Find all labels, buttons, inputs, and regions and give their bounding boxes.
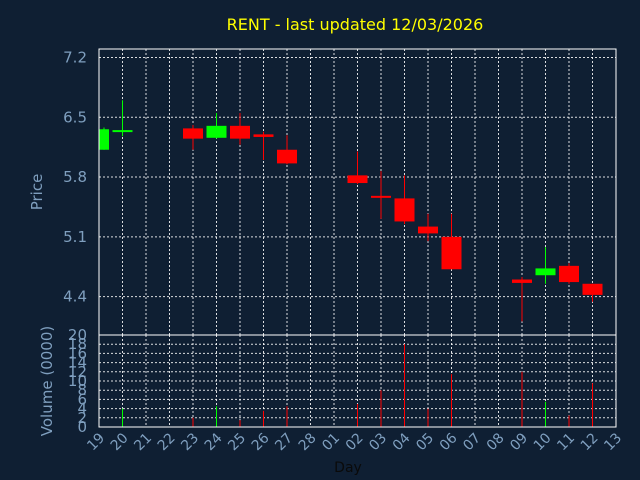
x-tick-label: 24 bbox=[202, 430, 226, 454]
x-tick-label: 05 bbox=[413, 430, 437, 454]
x-tick-label: 28 bbox=[296, 430, 320, 454]
x-tick-label: 12 bbox=[578, 430, 602, 454]
volume-tick-label: 2 bbox=[77, 409, 87, 427]
x-tick-label: 09 bbox=[507, 430, 531, 454]
x-tick-label: 06 bbox=[437, 430, 461, 454]
candle-body bbox=[371, 195, 391, 198]
volume-panel-frame bbox=[98, 334, 617, 428]
candle-body bbox=[112, 130, 133, 133]
volume-tick-label: 6 bbox=[77, 390, 87, 408]
volume-tick-label: 0 bbox=[77, 418, 87, 436]
volume-tick-label: 16 bbox=[68, 344, 87, 362]
volume-tick-label: 10 bbox=[68, 372, 87, 390]
price-panel-frame bbox=[98, 48, 617, 336]
candle-body bbox=[418, 226, 438, 234]
x-axis-label: Day bbox=[334, 460, 362, 476]
x-tick-label: 10 bbox=[531, 430, 555, 454]
volume-tick-label: 20 bbox=[68, 326, 87, 344]
x-tick-label: 23 bbox=[178, 430, 202, 454]
price-tick-label: 4.4 bbox=[63, 288, 87, 306]
volume-axis-label: Volume (0000) bbox=[38, 326, 56, 436]
volume-tick-label: 8 bbox=[77, 381, 87, 399]
price-tick-label: 6.5 bbox=[63, 108, 87, 126]
chart-title: RENT - last updated 12/03/2026 bbox=[227, 15, 484, 34]
price-candles bbox=[99, 100, 603, 322]
x-tick-label: 07 bbox=[460, 430, 484, 454]
x-tick-label: 13 bbox=[601, 430, 625, 454]
candle-body bbox=[535, 268, 556, 276]
candle-body bbox=[253, 134, 274, 137]
volume-tick-label: 18 bbox=[68, 335, 87, 353]
volume-tick-label: 12 bbox=[68, 363, 87, 381]
candle-body bbox=[183, 128, 203, 139]
candle-body bbox=[99, 129, 109, 150]
candle-body bbox=[441, 236, 462, 270]
axis-ticks: 19 20 21 22 23 24 25 26 27 28 01 02 03 04 05 06 07 08 09 10… bbox=[63, 49, 625, 455]
x-tick-label: 25 bbox=[225, 430, 249, 454]
volume-tick-label: 14 bbox=[68, 354, 87, 372]
x-tick-label: 11 bbox=[554, 430, 578, 454]
volume-tick-label: 4 bbox=[77, 400, 87, 418]
x-tick-label: 03 bbox=[366, 430, 390, 454]
x-tick-label: 08 bbox=[484, 430, 508, 454]
x-tick-label: 27 bbox=[272, 430, 296, 454]
x-tick-label: 02 bbox=[343, 430, 367, 454]
x-tick-label: 01 bbox=[319, 430, 343, 454]
candle-body bbox=[347, 175, 368, 184]
price-tick-label: 5.1 bbox=[63, 228, 87, 246]
candle-body bbox=[206, 125, 227, 138]
candle-body bbox=[512, 279, 532, 283]
x-tick-label: 04 bbox=[390, 430, 414, 454]
x-tick-label: 26 bbox=[249, 430, 273, 454]
price-gridlines bbox=[99, 49, 616, 335]
candle-body bbox=[230, 125, 250, 139]
candle-body bbox=[559, 265, 579, 283]
x-tick-label: 20 bbox=[108, 430, 132, 454]
x-tick-label: 22 bbox=[155, 430, 179, 454]
volume-bars bbox=[122, 344, 593, 427]
price-axis-label: Price bbox=[28, 174, 46, 211]
price-tick-label: 7.2 bbox=[63, 49, 87, 67]
x-tick-label: 19 bbox=[84, 430, 108, 454]
x-tick-label: 21 bbox=[131, 430, 155, 454]
candle-body bbox=[582, 283, 603, 295]
candle-body bbox=[394, 198, 415, 222]
price-tick-label: 5.8 bbox=[63, 168, 87, 186]
candle-body bbox=[277, 149, 297, 164]
